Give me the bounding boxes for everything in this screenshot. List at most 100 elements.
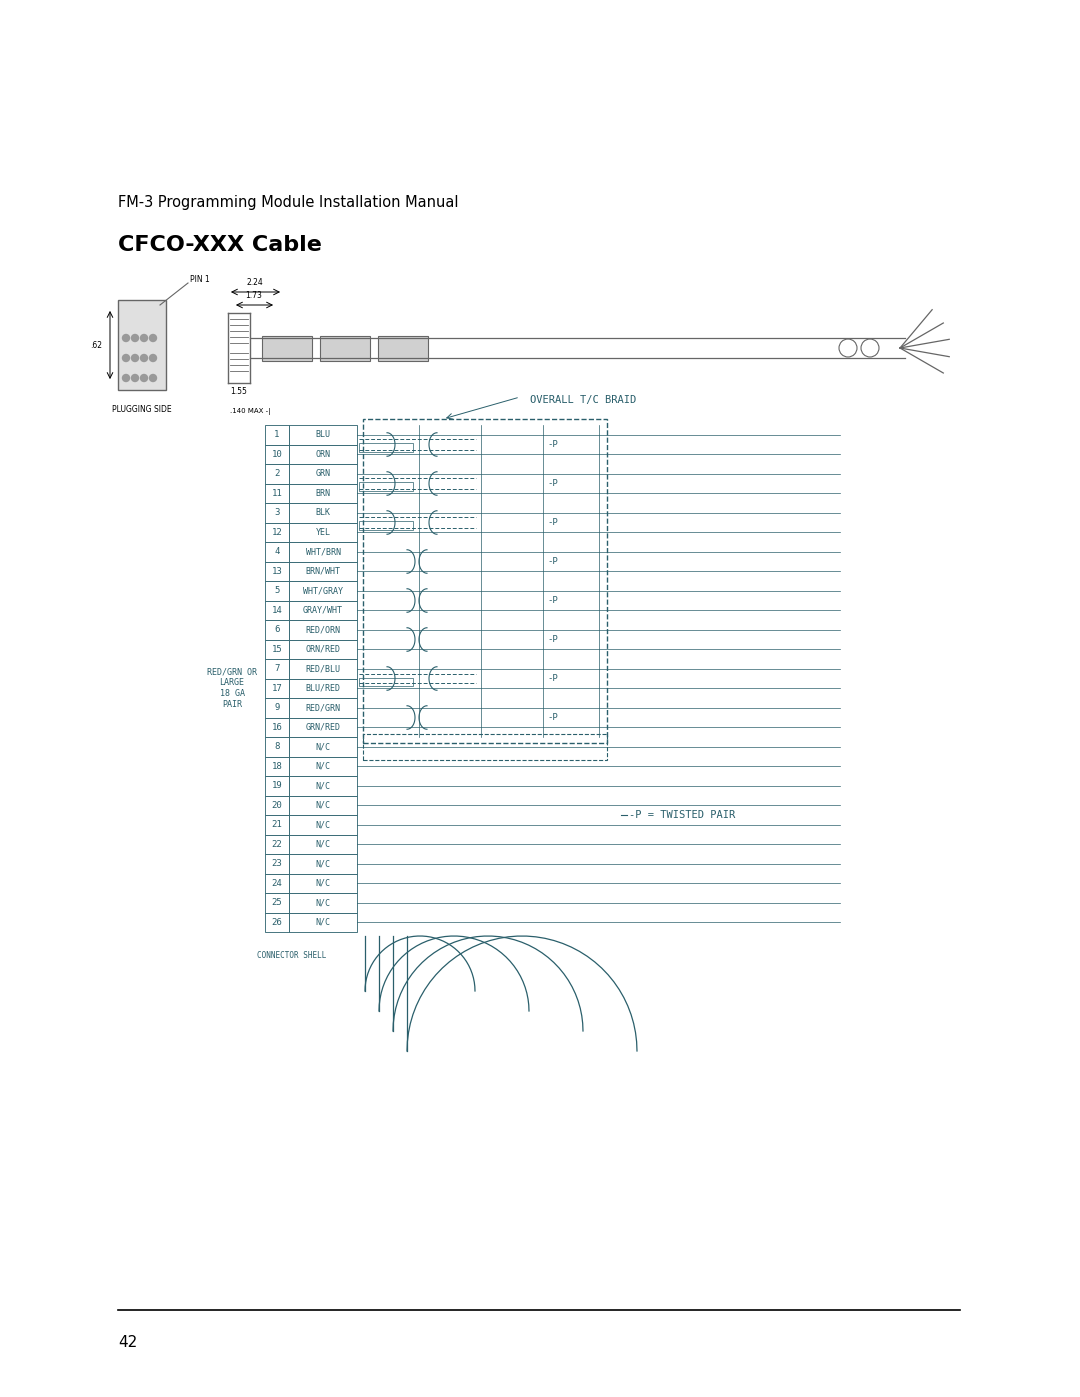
FancyBboxPatch shape <box>289 718 357 738</box>
Text: -P: -P <box>546 636 557 644</box>
Text: 15: 15 <box>272 645 282 654</box>
Text: 4: 4 <box>274 548 280 556</box>
Text: FM-3 Programming Module Installation Manual: FM-3 Programming Module Installation Man… <box>118 196 459 210</box>
Text: 12: 12 <box>272 528 282 536</box>
Text: N/C: N/C <box>315 742 330 752</box>
Text: 11: 11 <box>272 489 282 497</box>
Text: .140 MAX -|: .140 MAX -| <box>230 408 270 415</box>
FancyBboxPatch shape <box>289 834 357 854</box>
Text: N/C: N/C <box>315 859 330 869</box>
FancyBboxPatch shape <box>289 522 357 542</box>
Text: 17: 17 <box>272 683 282 693</box>
FancyBboxPatch shape <box>265 912 289 932</box>
Text: 14: 14 <box>272 606 282 615</box>
FancyBboxPatch shape <box>289 854 357 873</box>
Text: 13: 13 <box>272 567 282 576</box>
Text: RED/GRN: RED/GRN <box>306 703 340 712</box>
FancyBboxPatch shape <box>289 601 357 620</box>
Text: -P: -P <box>546 557 557 566</box>
Text: GRN/RED: GRN/RED <box>306 722 340 732</box>
FancyBboxPatch shape <box>265 542 289 562</box>
FancyBboxPatch shape <box>289 738 357 757</box>
Text: N/C: N/C <box>315 918 330 926</box>
Circle shape <box>140 334 148 341</box>
Circle shape <box>122 334 130 341</box>
Text: 7: 7 <box>274 664 280 673</box>
Text: PLUGGING SIDE: PLUGGING SIDE <box>112 405 172 414</box>
Text: PIN 1: PIN 1 <box>190 275 210 285</box>
FancyBboxPatch shape <box>265 698 289 718</box>
Text: BLU/RED: BLU/RED <box>306 683 340 693</box>
Circle shape <box>122 355 130 362</box>
Text: 26: 26 <box>272 918 282 926</box>
Text: OVERALL T/C BRAID: OVERALL T/C BRAID <box>530 395 636 405</box>
FancyBboxPatch shape <box>289 542 357 562</box>
Text: 6: 6 <box>274 626 280 634</box>
FancyBboxPatch shape <box>289 679 357 698</box>
Text: N/C: N/C <box>315 840 330 849</box>
Text: 18: 18 <box>272 761 282 771</box>
FancyBboxPatch shape <box>289 912 357 932</box>
FancyBboxPatch shape <box>320 335 370 360</box>
FancyBboxPatch shape <box>289 659 357 679</box>
Text: -P: -P <box>546 479 557 488</box>
Text: 23: 23 <box>272 859 282 869</box>
FancyBboxPatch shape <box>289 581 357 601</box>
FancyBboxPatch shape <box>289 698 357 718</box>
Text: CFCO-XXX Cable: CFCO-XXX Cable <box>118 235 322 256</box>
FancyBboxPatch shape <box>289 873 357 893</box>
FancyBboxPatch shape <box>289 444 357 464</box>
Circle shape <box>140 374 148 381</box>
Text: 22: 22 <box>272 840 282 849</box>
Text: 9: 9 <box>274 703 280 712</box>
Text: 3: 3 <box>274 509 280 517</box>
FancyBboxPatch shape <box>265 581 289 601</box>
FancyBboxPatch shape <box>265 640 289 659</box>
Circle shape <box>132 334 138 341</box>
FancyBboxPatch shape <box>265 464 289 483</box>
FancyBboxPatch shape <box>265 814 289 834</box>
Text: N/C: N/C <box>315 761 330 771</box>
FancyBboxPatch shape <box>265 425 289 444</box>
FancyBboxPatch shape <box>265 834 289 854</box>
FancyBboxPatch shape <box>265 483 289 503</box>
Text: 1.55: 1.55 <box>230 387 247 395</box>
FancyBboxPatch shape <box>289 775 357 795</box>
FancyBboxPatch shape <box>289 640 357 659</box>
FancyBboxPatch shape <box>265 795 289 814</box>
FancyBboxPatch shape <box>265 444 289 464</box>
FancyBboxPatch shape <box>265 873 289 893</box>
FancyBboxPatch shape <box>265 718 289 738</box>
Text: 1: 1 <box>274 430 280 439</box>
Text: WHT/GRAY: WHT/GRAY <box>303 587 343 595</box>
Text: 10: 10 <box>272 450 282 458</box>
FancyBboxPatch shape <box>265 522 289 542</box>
FancyBboxPatch shape <box>289 425 357 444</box>
Text: 24: 24 <box>272 879 282 887</box>
Text: 25: 25 <box>272 898 282 907</box>
FancyBboxPatch shape <box>265 562 289 581</box>
Text: -P: -P <box>546 597 557 605</box>
Text: N/C: N/C <box>315 800 330 810</box>
FancyBboxPatch shape <box>289 814 357 834</box>
Text: 16: 16 <box>272 722 282 732</box>
FancyBboxPatch shape <box>289 503 357 522</box>
Text: WHT/BRN: WHT/BRN <box>306 548 340 556</box>
FancyBboxPatch shape <box>289 483 357 503</box>
FancyBboxPatch shape <box>265 620 289 640</box>
Text: RED/ORN: RED/ORN <box>306 626 340 634</box>
Text: 2.24: 2.24 <box>246 278 264 286</box>
Text: -P: -P <box>546 712 557 722</box>
FancyBboxPatch shape <box>289 893 357 912</box>
Text: ORN: ORN <box>315 450 330 458</box>
Circle shape <box>140 355 148 362</box>
FancyBboxPatch shape <box>262 335 312 360</box>
Circle shape <box>149 374 157 381</box>
FancyBboxPatch shape <box>289 464 357 483</box>
Circle shape <box>122 374 130 381</box>
FancyBboxPatch shape <box>289 795 357 814</box>
Text: -P = TWISTED PAIR: -P = TWISTED PAIR <box>629 810 735 820</box>
Text: .62: .62 <box>90 341 102 349</box>
FancyBboxPatch shape <box>289 562 357 581</box>
FancyBboxPatch shape <box>265 601 289 620</box>
